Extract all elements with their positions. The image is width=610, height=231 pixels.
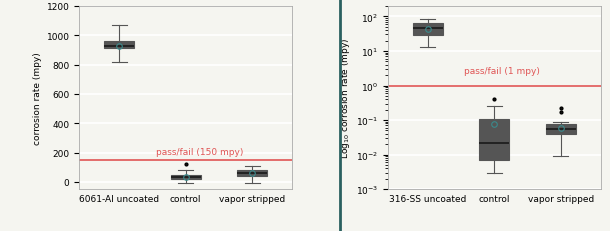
- PathPatch shape: [171, 175, 201, 179]
- Y-axis label: Log$_{10}$ corrosion rate (mpy): Log$_{10}$ corrosion rate (mpy): [339, 38, 352, 158]
- PathPatch shape: [104, 42, 134, 49]
- Text: pass/fail (1 mpy): pass/fail (1 mpy): [464, 67, 540, 76]
- PathPatch shape: [413, 24, 443, 36]
- Text: pass/fail (150 mpy): pass/fail (150 mpy): [156, 147, 243, 156]
- PathPatch shape: [237, 170, 267, 176]
- Y-axis label: corrosion rate (mpy): corrosion rate (mpy): [34, 52, 43, 144]
- PathPatch shape: [479, 119, 509, 160]
- PathPatch shape: [546, 125, 576, 134]
